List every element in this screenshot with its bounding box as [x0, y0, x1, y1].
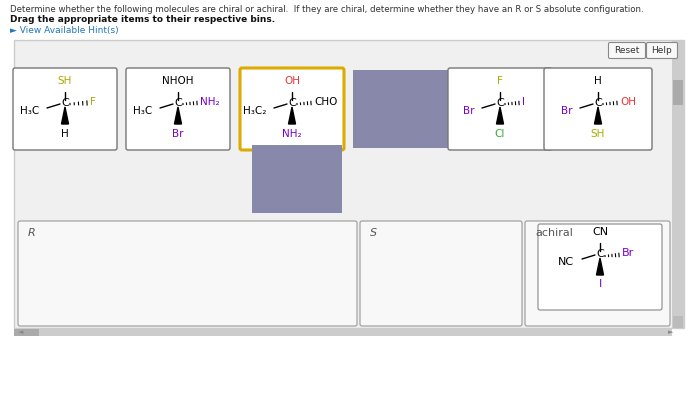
Bar [252, 145, 342, 213]
Text: C: C [61, 98, 69, 108]
Polygon shape [288, 107, 295, 124]
Text: R: R [28, 228, 36, 238]
Text: H: H [594, 76, 602, 86]
FancyBboxPatch shape [544, 68, 652, 150]
Polygon shape [596, 258, 603, 275]
Text: OH: OH [284, 76, 300, 86]
Text: I: I [522, 97, 525, 107]
Text: H₃C: H₃C [133, 106, 152, 116]
FancyBboxPatch shape [126, 68, 230, 150]
Text: C: C [596, 249, 604, 259]
FancyBboxPatch shape [240, 68, 344, 150]
FancyBboxPatch shape [13, 68, 117, 150]
Text: SH: SH [58, 76, 72, 86]
FancyBboxPatch shape [360, 221, 522, 326]
Text: Br: Br [463, 106, 474, 116]
Polygon shape [62, 107, 69, 124]
Text: NH₂: NH₂ [282, 129, 302, 139]
Text: S: S [370, 228, 377, 238]
Text: CN: CN [592, 227, 608, 237]
Text: H: H [61, 129, 69, 139]
Text: OH: OH [620, 97, 636, 107]
Bar [673, 80, 683, 105]
Text: CHO: CHO [314, 97, 337, 107]
Text: Br: Br [561, 106, 572, 116]
Bar [14, 329, 672, 336]
FancyBboxPatch shape [448, 68, 552, 150]
Bar [14, 329, 39, 336]
FancyBboxPatch shape [608, 42, 645, 59]
Text: ◄: ◄ [18, 329, 23, 335]
Text: Br: Br [622, 248, 634, 258]
FancyBboxPatch shape [538, 224, 662, 310]
FancyBboxPatch shape [18, 221, 357, 326]
Text: ►: ► [668, 329, 673, 335]
Text: NH₂: NH₂ [200, 97, 220, 107]
Text: H₃C: H₃C [20, 106, 39, 116]
Text: Help: Help [652, 46, 673, 55]
Text: achiral: achiral [535, 228, 573, 238]
Text: F: F [90, 97, 96, 107]
Text: NHOH: NHOH [162, 76, 194, 86]
Text: Determine whether the following molecules are chiral or achiral.  If they are ch: Determine whether the following molecule… [10, 5, 643, 14]
Text: I: I [598, 279, 601, 289]
Text: C: C [174, 98, 182, 108]
Bar [14, 40, 684, 328]
Text: SH: SH [591, 129, 606, 139]
Text: Drag the appropriate items to their respective bins.: Drag the appropriate items to their resp… [10, 15, 275, 24]
FancyBboxPatch shape [525, 221, 670, 326]
Text: Cl: Cl [495, 129, 505, 139]
Polygon shape [594, 107, 601, 124]
Text: NC: NC [558, 257, 574, 267]
Text: ► View Available Hint(s): ► View Available Hint(s) [10, 26, 118, 35]
Text: F: F [497, 76, 503, 86]
Bar [672, 40, 684, 328]
Bar [673, 316, 683, 328]
Text: Reset: Reset [615, 46, 640, 55]
Text: C: C [594, 98, 602, 108]
Text: C: C [288, 98, 296, 108]
FancyBboxPatch shape [647, 42, 678, 59]
Text: C: C [496, 98, 504, 108]
Text: Br: Br [172, 129, 183, 139]
Polygon shape [174, 107, 181, 124]
Bar [353, 70, 447, 148]
Polygon shape [496, 107, 503, 124]
Text: H₃C₂: H₃C₂ [243, 106, 266, 116]
